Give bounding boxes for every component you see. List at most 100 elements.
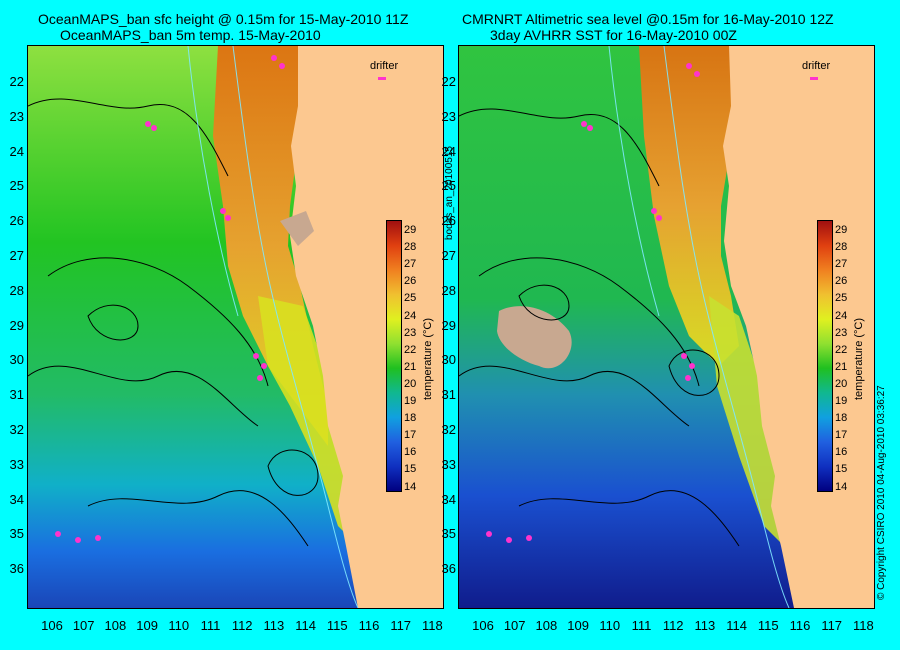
colorbar-tick-label: 15 — [835, 463, 848, 476]
latitude-label: 27 — [441, 248, 456, 263]
left-drifter-label: drifter — [370, 60, 399, 72]
colorbar-tick-label: 24 — [404, 309, 417, 322]
colorbar-tick-label: 18 — [404, 412, 417, 425]
colorbar-tick-label: 17 — [835, 429, 848, 442]
copyright-label: © Copyright CSIRO 2010 04-Aug-2010 03:36… — [876, 385, 887, 600]
longitude-label: 111 — [631, 618, 652, 633]
latitude-label: 28 — [9, 282, 24, 298]
left-colorbar-title: temperature (°C) — [422, 317, 434, 400]
right-map-svg — [459, 46, 874, 608]
latitude-label: 31 — [9, 387, 24, 403]
land — [290, 46, 443, 608]
latitude-label: 30 — [9, 352, 24, 368]
colorbar-tick-label: 16 — [835, 446, 848, 459]
latitude-label: 26 — [441, 213, 456, 229]
left-colorbar — [386, 220, 402, 492]
longitude-label: 109 — [567, 618, 589, 633]
longitude-label: 113 — [694, 618, 716, 633]
latitude-label: 33 — [441, 456, 456, 472]
colorbar-tick-label: 23 — [404, 326, 417, 339]
longitude-label: 118 — [422, 618, 443, 633]
right-title-line2: 3day AVHRR SST for 16-May-2010 00Z — [490, 27, 737, 43]
latitude-label: 22 — [9, 74, 24, 89]
longitude-label: 117 — [390, 618, 412, 633]
colorbar-tick-label: 19 — [404, 395, 417, 407]
colorbar-tick-label: 22 — [404, 343, 417, 356]
colorbar-tick-label: 14 — [835, 480, 848, 493]
longitude-label: 108 — [535, 618, 558, 633]
latitude-label: 36 — [9, 561, 24, 577]
longitude-label: 112 — [231, 618, 253, 633]
longitude-label: 114 — [726, 618, 747, 633]
longitude-label: 107 — [72, 618, 95, 633]
run-id-label: bodas_an_20100515 — [444, 146, 455, 240]
latitude-label: 25 — [441, 178, 456, 194]
right-title-line1: CMRNRT Altimetric sea level @0.15m for 1… — [462, 11, 834, 27]
longitude-label: 113 — [263, 618, 285, 633]
latitude-label: 22 — [441, 74, 456, 89]
latitude-label: 28 — [441, 282, 456, 298]
latitude-label: 34 — [9, 491, 24, 507]
right-drifter-label: drifter — [802, 60, 831, 72]
longitude-label: 106 — [41, 618, 63, 633]
colorbar-tick-label: 26 — [404, 275, 417, 288]
missing-patch — [280, 211, 314, 246]
colorbar-tick-label: 20 — [835, 377, 848, 390]
colorbar-tick-label: 19 — [835, 395, 848, 407]
colorbar-tick-label: 18 — [835, 412, 848, 425]
colorbar-tick-label: 21 — [404, 360, 417, 373]
longitude-label: 115 — [757, 618, 779, 633]
warm-current — [639, 46, 749, 366]
right-drifter-marker — [810, 77, 818, 80]
longitude-label: 109 — [136, 618, 158, 633]
latitude-label: 27 — [9, 248, 24, 263]
missing-patch — [497, 306, 572, 369]
right-colorbar-title: temperature (°C) — [853, 317, 865, 400]
land — [723, 46, 874, 608]
colorbar-tick-label: 29 — [404, 224, 417, 236]
latitude-label: 33 — [9, 456, 24, 472]
colorbar-tick-label: 28 — [835, 241, 848, 254]
colorbar-tick-label: 28 — [404, 241, 417, 254]
longitude-label: 107 — [503, 618, 526, 633]
latitude-label: 35 — [441, 526, 456, 542]
isobaths — [187, 46, 359, 608]
latitude-label: 29 — [441, 317, 456, 333]
latitude-label: 36 — [441, 561, 456, 577]
latitude-label: 31 — [441, 387, 456, 403]
contours — [28, 98, 319, 547]
latitude-label: 24 — [441, 143, 456, 159]
contours — [459, 108, 740, 547]
colorbar-tick-label: 24 — [835, 309, 848, 322]
colorbar-tick-label: 26 — [835, 275, 848, 288]
colorbar-tick-label: 17 — [404, 429, 417, 442]
latitude-label: 23 — [441, 108, 456, 124]
latitude-label: 29 — [9, 317, 24, 333]
longitude-label: 112 — [662, 618, 684, 633]
latitude-label: 30 — [441, 352, 456, 368]
latitude-label: 34 — [441, 491, 456, 507]
longitude-label: 118 — [853, 618, 874, 633]
longitude-label: 111 — [200, 618, 221, 633]
left-title-line2: OceanMAPS_ban 5m temp. 15-May-2010 — [60, 27, 321, 43]
colorbar-tick-label: 15 — [404, 463, 417, 476]
colorbar-tick-label: 29 — [835, 224, 848, 236]
longitude-label: 106 — [472, 618, 494, 633]
left-map-svg — [28, 46, 443, 608]
longitude-label: 110 — [168, 618, 190, 633]
longitude-label: 114 — [295, 618, 316, 633]
colorbar-tick-label: 21 — [835, 360, 848, 373]
colorbar-tick-label: 25 — [835, 292, 848, 305]
longitude-label: 116 — [358, 618, 380, 633]
colorbar-tick-label: 25 — [404, 292, 417, 305]
longitude-label: 117 — [821, 618, 843, 633]
colorbar-tick-label: 27 — [835, 258, 848, 271]
right-map-panel — [458, 45, 875, 609]
latitude-label: 23 — [9, 108, 24, 124]
latitude-label: 24 — [9, 143, 24, 159]
colorbar-tick-label: 27 — [404, 258, 417, 271]
drifter-tracks — [486, 63, 700, 543]
longitude-label: 116 — [789, 618, 811, 633]
colorbar-tick-label: 20 — [404, 377, 417, 390]
longitude-label: 108 — [104, 618, 127, 633]
